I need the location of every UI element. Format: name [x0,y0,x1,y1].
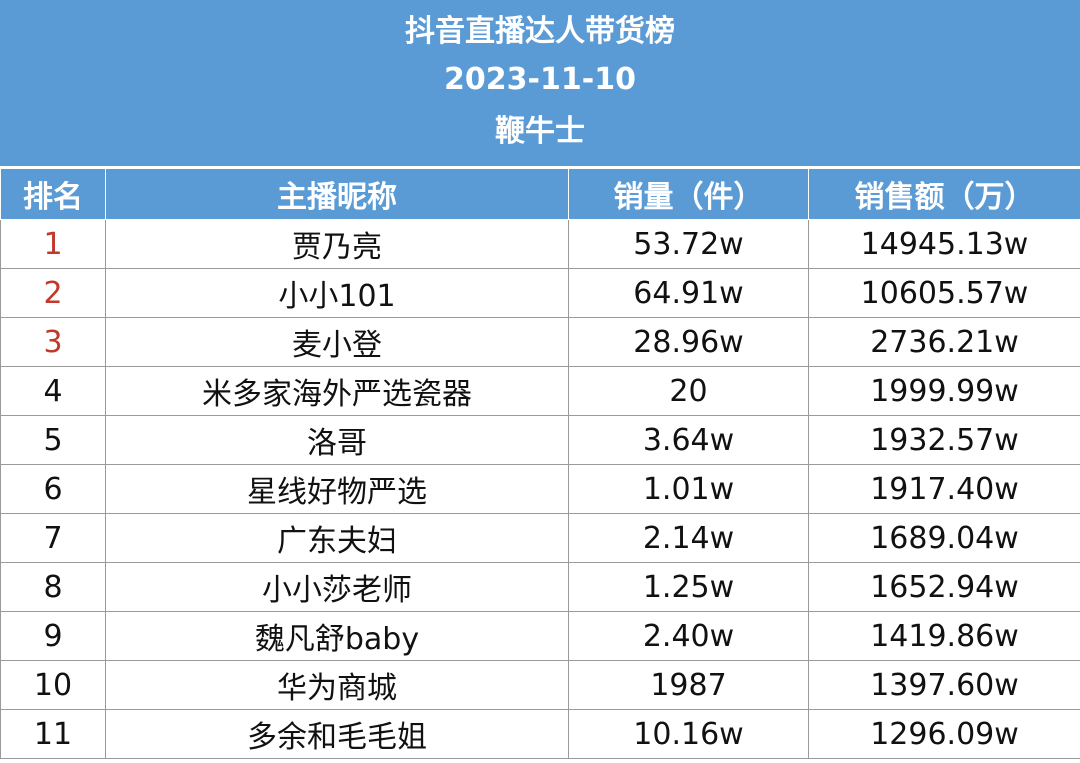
column-header: 销售额（万） [808,168,1080,220]
column-header: 排名 [0,168,106,220]
table-cell: 洛哥 [105,415,569,465]
table-cell: 2.14w [568,513,809,563]
table-cell: 1652.94w [808,562,1080,612]
table-cell: 2736.21w [808,317,1080,367]
table-cell: 小小莎老师 [105,562,569,612]
table-cell: 星线好物严选 [105,464,569,514]
table-cell: 20 [568,366,809,416]
table-cell: 64.91w [568,268,809,318]
table-cell: 贾乃亮 [105,219,569,269]
table-cell: 2 [0,268,106,318]
table-body: 1 贾乃亮 53.72w 14945.13w 2 小小101 64.91w 10605.57w… [0,219,1080,759]
banner: 抖音直播达人带货榜 2023-11-10 鞭牛士 [0,0,1080,166]
table-cell: 1999.99w [808,366,1080,416]
title: 抖音直播达人带货榜 [405,14,675,49]
column-header: 主播昵称 [105,168,569,220]
table-cell: 7 [0,513,106,563]
table-cell: 3.64w [568,415,809,465]
table-cell: 53.72w [568,219,809,269]
table-row: 5 洛哥 3.64w 1932.57w [0,415,1080,465]
table-cell: 广东夫妇 [105,513,569,563]
table-cell: 麦小登 [105,317,569,367]
source: 鞭牛士 [495,114,585,149]
table-cell: 魏凡舒baby [105,611,569,661]
ranking-table: 排名 主播昵称 销量（件） 销售额（万） 1 贾乃亮 53.72w 14945.13w 2 小小… [0,168,1080,759]
table-row: 2 小小101 64.91w 10605.57w [0,268,1080,318]
table-cell: 3 [0,317,106,367]
table-cell: 1987 [568,660,809,710]
table-cell: 1917.40w [808,464,1080,514]
table-cell: 1397.60w [808,660,1080,710]
table-cell: 2.40w [568,611,809,661]
table-cell: 1419.86w [808,611,1080,661]
table-cell: 1.01w [568,464,809,514]
table-cell: 5 [0,415,106,465]
table-cell: 9 [0,611,106,661]
table-row: 4 米多家海外严选瓷器 20 1999.99w [0,366,1080,416]
table-cell: 4 [0,366,106,416]
table-cell: 10 [0,660,106,710]
table-row: 3 麦小登 28.96w 2736.21w [0,317,1080,367]
date: 2023-11-10 [444,62,636,97]
table-cell: 多余和毛毛姐 [105,709,569,759]
header-row: 排名 主播昵称 销量（件） 销售额（万） [0,168,1080,220]
table-cell: 华为商城 [105,660,569,710]
table-row: 10 华为商城 1987 1397.60w [0,660,1080,710]
table-cell: 28.96w [568,317,809,367]
table-row: 11 多余和毛毛姐 10.16w 1296.09w [0,709,1080,759]
table-cell: 10605.57w [808,268,1080,318]
table-cell: 1.25w [568,562,809,612]
table-cell: 小小101 [105,268,569,318]
table-cell: 10.16w [568,709,809,759]
table-cell: 14945.13w [808,219,1080,269]
table-cell: 1 [0,219,106,269]
table-cell: 1689.04w [808,513,1080,563]
table-cell: 米多家海外严选瓷器 [105,366,569,416]
table-row: 7 广东夫妇 2.14w 1689.04w [0,513,1080,563]
column-header: 销量（件） [568,168,809,220]
table-row: 1 贾乃亮 53.72w 14945.13w [0,219,1080,269]
table-cell: 8 [0,562,106,612]
table-row: 8 小小莎老师 1.25w 1652.94w [0,562,1080,612]
table-cell: 6 [0,464,106,514]
table-row: 9 魏凡舒baby 2.40w 1419.86w [0,611,1080,661]
table-cell: 11 [0,709,106,759]
table-row: 6 星线好物严选 1.01w 1917.40w [0,464,1080,514]
table-cell: 1932.57w [808,415,1080,465]
table-cell: 1296.09w [808,709,1080,759]
